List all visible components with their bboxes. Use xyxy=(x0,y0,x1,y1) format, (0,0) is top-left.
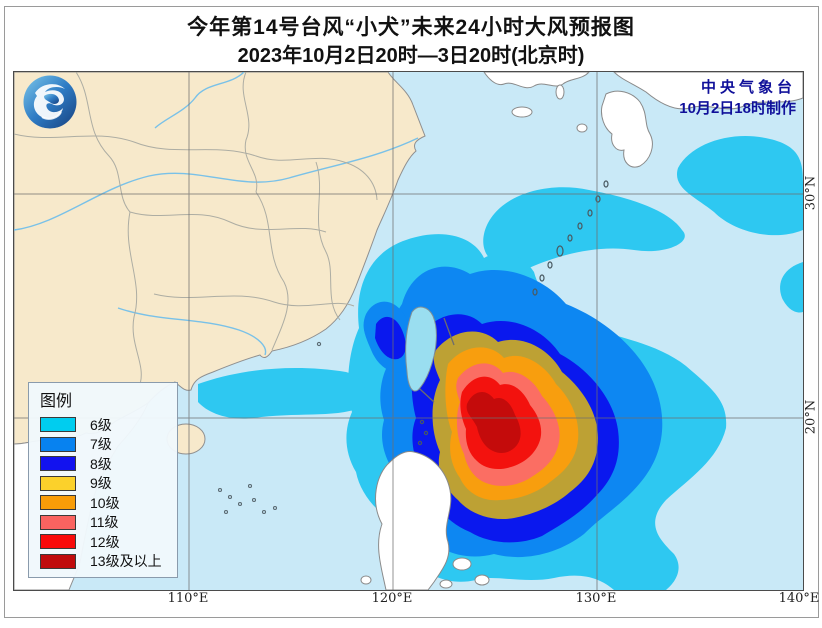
kyushu-island xyxy=(601,90,653,168)
latitude-label: 30°N xyxy=(803,175,819,211)
ph-island-1 xyxy=(452,557,472,571)
legend-item-label: 10级 xyxy=(90,494,120,511)
legend-box: 图例 6级 7级 8级 9级 10级 11级 12级 13级及以上 xyxy=(28,382,178,578)
legend-item-label: 11级 xyxy=(90,514,119,531)
honshu-shikoku xyxy=(613,72,803,110)
legend-swatch xyxy=(40,475,76,491)
map-subtitle: 2023年10月2日20时—3日20时(北京时) xyxy=(237,45,585,67)
jeju-island xyxy=(511,106,533,118)
agency-name: 中央气象台 xyxy=(700,79,796,96)
philippines-group xyxy=(360,451,490,590)
wind-area-8-strait xyxy=(375,316,406,360)
rivers xyxy=(14,72,419,356)
legend-swatch xyxy=(40,436,76,452)
wind-area-6-coast-fringe xyxy=(198,368,366,419)
ph-island-2 xyxy=(474,574,490,586)
goto-island xyxy=(576,123,588,133)
legend-item-label: 12级 xyxy=(90,533,120,550)
longitude-label: 140°E xyxy=(778,591,820,606)
legend-title: 图例 xyxy=(40,393,73,410)
legend-item: 6级 xyxy=(40,415,177,435)
wind-area-13-main xyxy=(466,391,521,453)
legend-item-label: 9级 xyxy=(90,475,112,492)
korea-south-coast xyxy=(483,72,590,89)
legend-swatch xyxy=(40,495,76,511)
legend-item: 9级 xyxy=(40,474,177,494)
taiwan-island xyxy=(405,306,437,392)
tsushima-island xyxy=(555,84,565,100)
pratas-island xyxy=(316,341,322,347)
issue-time: 10月2日18时制作 xyxy=(679,100,796,117)
map-title: 今年第14号台风“小犬”未来24小时大风预报图 xyxy=(187,16,635,39)
ph-island-4 xyxy=(360,575,372,585)
legend-swatch xyxy=(40,534,76,550)
wind-area-6-northeast xyxy=(676,136,803,236)
longitude-label: 130°E xyxy=(575,591,617,606)
legend-item: 12级 xyxy=(40,532,177,552)
longitude-label: 120°E xyxy=(371,591,413,606)
legend-item: 8级 xyxy=(40,454,177,474)
legend-swatch xyxy=(40,553,76,569)
ryukyu-islands xyxy=(532,180,609,296)
legend-item: 7级 xyxy=(40,435,177,455)
latitude-label: 20°N xyxy=(803,399,819,435)
legend-item: 10级 xyxy=(40,493,177,513)
paracel-islands xyxy=(217,483,278,515)
legend-item-label: 8级 xyxy=(90,455,112,472)
ph-island-3 xyxy=(439,579,453,589)
wind-area-6-east-edge xyxy=(780,262,803,313)
cma-logo-icon xyxy=(21,73,79,131)
legend-item: 11级 xyxy=(40,513,177,533)
legend-swatch xyxy=(40,417,76,433)
luzon-island xyxy=(375,451,452,590)
legend-item: 13级及以上 xyxy=(40,552,177,572)
wind-area-6-north-band xyxy=(483,187,685,271)
japan-korea-group xyxy=(483,72,803,168)
longitude-label: 110°E xyxy=(167,591,209,606)
legend-item-label: 13级及以上 xyxy=(90,553,162,570)
batanes-islands xyxy=(417,419,429,446)
legend-swatch xyxy=(40,456,76,472)
legend-item-label: 6级 xyxy=(90,416,112,433)
credit-block: 中央气象台 10月2日18时制作 xyxy=(679,77,796,119)
legend-swatch xyxy=(40,514,76,530)
legend-items: 6级 7级 8级 9级 10级 11级 12级 13级及以上 xyxy=(40,415,177,571)
legend-item-label: 7级 xyxy=(90,436,112,453)
